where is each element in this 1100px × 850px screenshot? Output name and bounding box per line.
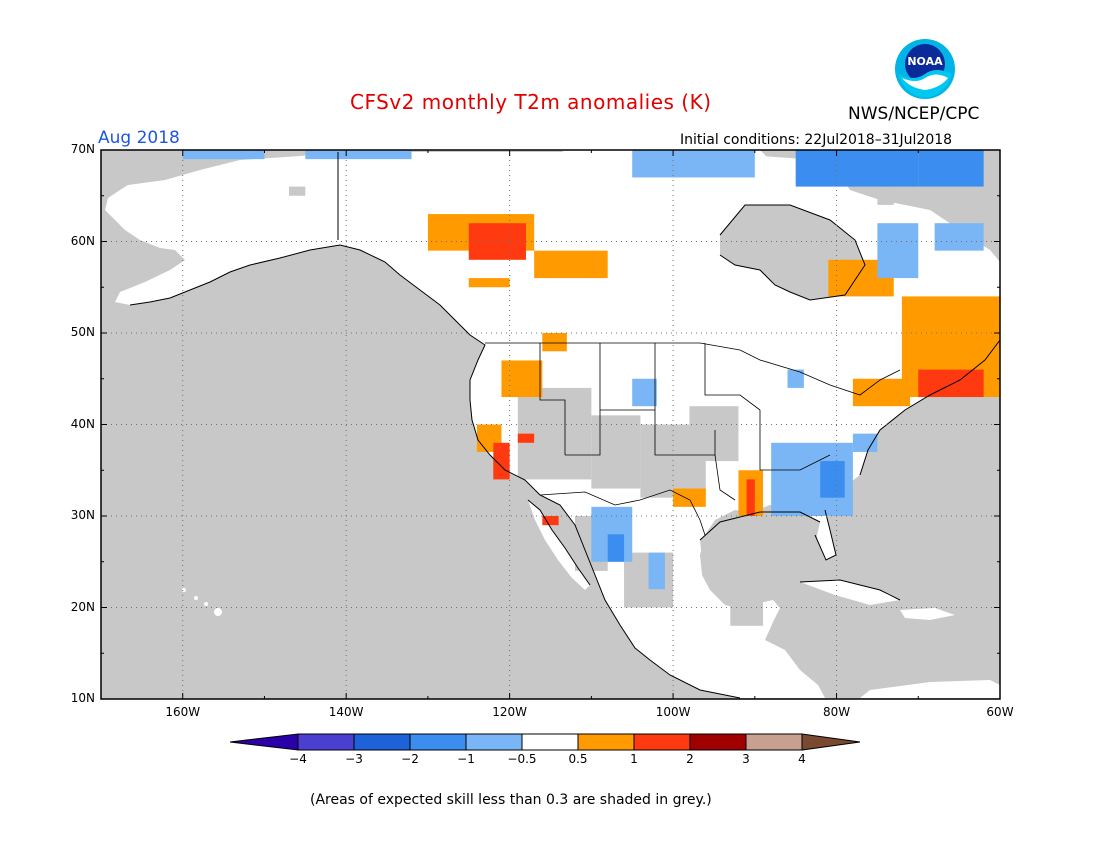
anomaly-cell xyxy=(468,223,526,260)
anomaly-cell xyxy=(542,516,559,526)
colorbar-segment xyxy=(689,733,747,751)
noaa-logo: NOAA xyxy=(894,38,956,100)
colorbar-segment xyxy=(633,733,691,751)
anomaly-cell xyxy=(877,223,919,279)
colorbar-label: 4 xyxy=(798,752,806,766)
anomaly-cell xyxy=(648,552,665,590)
political-borders xyxy=(485,342,901,536)
hawaii-island xyxy=(204,602,208,606)
anomaly-cell xyxy=(673,488,706,507)
lat-label: 10N xyxy=(70,691,95,705)
anomaly-cell xyxy=(591,415,641,489)
anomaly-cell xyxy=(517,433,535,443)
lat-label: 30N xyxy=(70,508,95,522)
anomaly-cell xyxy=(918,369,984,398)
anomaly-cells xyxy=(182,150,1000,626)
coastlines xyxy=(129,152,1001,699)
colorbar-label: 2 xyxy=(686,752,694,766)
anomaly-cell xyxy=(542,333,567,352)
anomaly-cell xyxy=(746,479,755,516)
hispaniola xyxy=(900,608,955,620)
forecast-month: Aug 2018 xyxy=(98,128,180,148)
colorbar-segment xyxy=(577,733,635,751)
anomaly-cell xyxy=(607,534,625,562)
lat-label: 70N xyxy=(70,142,95,156)
anomaly-cell xyxy=(795,150,919,187)
anomaly-cell xyxy=(820,461,845,498)
cuba xyxy=(800,580,900,605)
anomaly-cell xyxy=(787,369,804,388)
gulf-of-mexico xyxy=(700,512,820,605)
colorbar-segment xyxy=(409,733,467,751)
colorbar-label: 0.5 xyxy=(568,752,588,766)
anomaly-cell xyxy=(182,150,265,160)
arctic-islands xyxy=(560,150,830,210)
logo-text: NOAA xyxy=(907,55,943,68)
colorbar-label: −2 xyxy=(401,752,419,766)
colorbar-segment xyxy=(353,733,411,751)
colorbar-segment xyxy=(297,733,355,751)
anomaly-cell xyxy=(689,406,739,462)
agency-label: NWS/NCEP/CPC xyxy=(848,104,980,124)
anomaly-cell xyxy=(730,570,763,626)
anomaly-cell xyxy=(501,360,543,398)
lon-label: 80W xyxy=(822,705,851,719)
colorbar-label: 1 xyxy=(630,752,638,766)
colorbar-label: −1 xyxy=(457,752,475,766)
lat-label: 20N xyxy=(70,599,95,614)
colorbar-label: 3 xyxy=(742,752,750,766)
anomaly-cell xyxy=(934,223,984,251)
anomaly-cell xyxy=(852,433,878,452)
colorbar-segment xyxy=(745,733,803,751)
hawaii-island xyxy=(194,596,198,600)
colorbar-segment xyxy=(230,733,299,751)
colorbar-label: −4 xyxy=(289,752,307,766)
colorbar-segment xyxy=(801,733,861,751)
skill-footnote: (Areas of expected skill less than 0.3 a… xyxy=(310,792,712,808)
lat-label: 50N xyxy=(70,325,95,339)
initial-conditions: Initial conditions: 22Jul2018–31Jul2018 xyxy=(680,132,953,148)
anomaly-cell xyxy=(534,250,608,279)
colorbar-label: −3 xyxy=(345,752,363,766)
lon-label: 160W xyxy=(165,705,201,719)
anomaly-cell xyxy=(918,150,984,187)
lat-label: 60N xyxy=(70,233,95,248)
south-america-top xyxy=(860,680,1000,698)
lon-label: 100W xyxy=(655,705,691,719)
map-title: CFSv2 monthly T2m anomalies (K) xyxy=(350,90,712,114)
colorbar-segment xyxy=(521,733,579,751)
colorbar xyxy=(230,733,861,751)
hawaii-island xyxy=(214,608,222,616)
lon-label: 120W xyxy=(492,705,528,719)
colorbar-label: −0.5 xyxy=(507,752,537,766)
anomaly-cell xyxy=(632,378,657,407)
anomaly-cell xyxy=(288,186,306,196)
anomaly-cell xyxy=(305,150,412,160)
colorbar-segment xyxy=(465,733,523,751)
axis-ticks xyxy=(100,149,1001,700)
anomaly-cell xyxy=(877,186,894,205)
anomaly-cell xyxy=(468,278,510,288)
anomaly-cell xyxy=(852,378,911,407)
lat-label: 40N xyxy=(70,416,95,431)
lon-label: 140W xyxy=(328,705,364,719)
lon-label: 60W xyxy=(986,705,1014,719)
anomaly-cell xyxy=(632,150,755,178)
